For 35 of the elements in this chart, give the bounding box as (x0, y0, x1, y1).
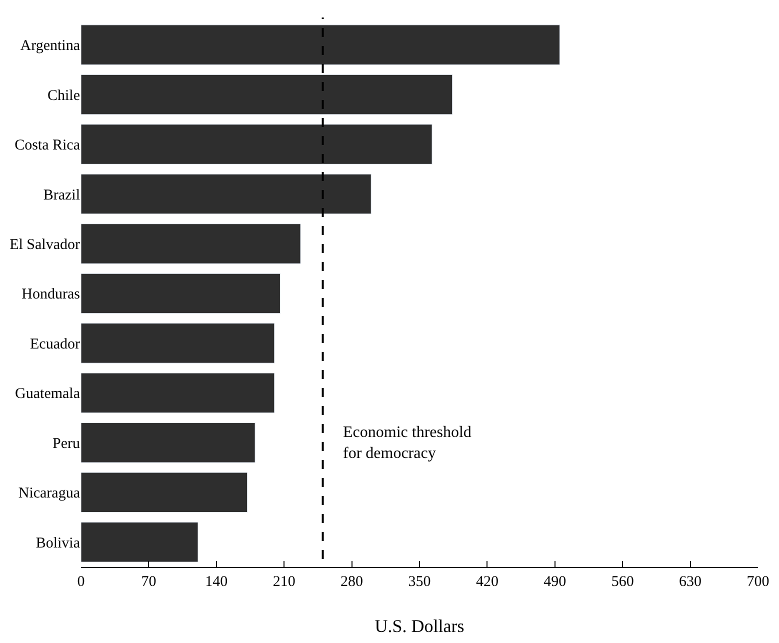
x-tick-label: 350 (408, 574, 431, 590)
bar (81, 323, 275, 364)
bar (81, 273, 280, 314)
x-tick-label: 560 (611, 574, 634, 590)
bar (81, 522, 198, 562)
x-tick-label: 0 (77, 574, 85, 590)
bar (81, 124, 432, 164)
y-tick-label: Honduras (22, 286, 80, 303)
y-tick-label: Nicaragua (18, 486, 80, 502)
y-tick-label: Ecuador (30, 336, 80, 352)
y-tick-label: Guatemala (15, 386, 80, 402)
x-tick-label: 210 (272, 574, 296, 590)
y-tick-label: Chile (48, 88, 80, 104)
ref-line-label: Economic threshold for democracy (343, 424, 472, 462)
bar (81, 372, 275, 414)
y-tick-label: Argentina (20, 38, 80, 54)
y-tick-label: Costa Rica (14, 138, 80, 154)
bar (81, 472, 248, 513)
x-axis-title: U.S. Dollars (374, 616, 464, 636)
y-tick-label: Peru (52, 436, 80, 452)
x-tick-label: 490 (544, 574, 566, 590)
bar (81, 24, 560, 65)
x-tick-label: 700 (746, 574, 770, 590)
bar (81, 74, 453, 115)
y-tick-label: Bolivia (36, 535, 80, 552)
bar (81, 224, 301, 264)
y-tick-label: Brazil (43, 187, 80, 204)
x-tick-label: 630 (679, 574, 702, 590)
x-tick-label: 70 (141, 574, 156, 590)
x-tick-label: 280 (340, 574, 364, 590)
y-tick-label: El Salvador (10, 236, 80, 253)
x-tick-label: 140 (205, 574, 228, 590)
bar (81, 422, 256, 463)
x-tick-label: 420 (476, 574, 498, 590)
bar (81, 174, 372, 214)
